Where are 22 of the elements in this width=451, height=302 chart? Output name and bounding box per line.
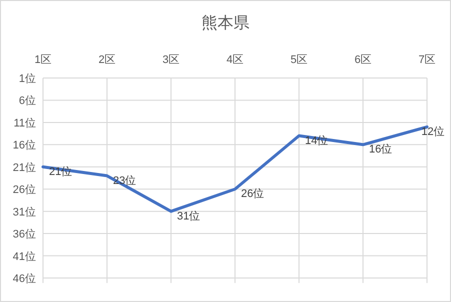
y-tick-label: 31位	[12, 206, 36, 218]
data-label: 16位	[369, 144, 392, 156]
y-tick-label: 1位	[18, 73, 36, 85]
y-tick-label: 16位	[12, 140, 36, 152]
x-tick-label: 6区	[354, 54, 372, 66]
x-tick-label: 4区	[226, 54, 244, 66]
y-tick-label: 46位	[12, 273, 36, 285]
data-label: 31位	[177, 210, 200, 222]
y-tick-label: 6位	[18, 95, 36, 108]
y-tick-label: 36位	[12, 228, 36, 241]
x-tick-label: 2区	[98, 54, 116, 66]
x-tick-label: 7区	[418, 54, 436, 66]
data-label: 12位	[421, 126, 445, 138]
x-tick-label: 5区	[290, 54, 308, 66]
x-tick-label: 3区	[162, 54, 180, 66]
y-tick-label: 21位	[12, 162, 36, 174]
data-label: 26位	[241, 188, 264, 200]
y-tick-label: 41位	[12, 250, 36, 263]
chart-title: 熊本県	[202, 14, 250, 32]
y-tick-label: 11位	[14, 117, 36, 130]
y-tick-label: 26位	[12, 184, 36, 196]
x-tick-label: 1区	[34, 54, 52, 66]
